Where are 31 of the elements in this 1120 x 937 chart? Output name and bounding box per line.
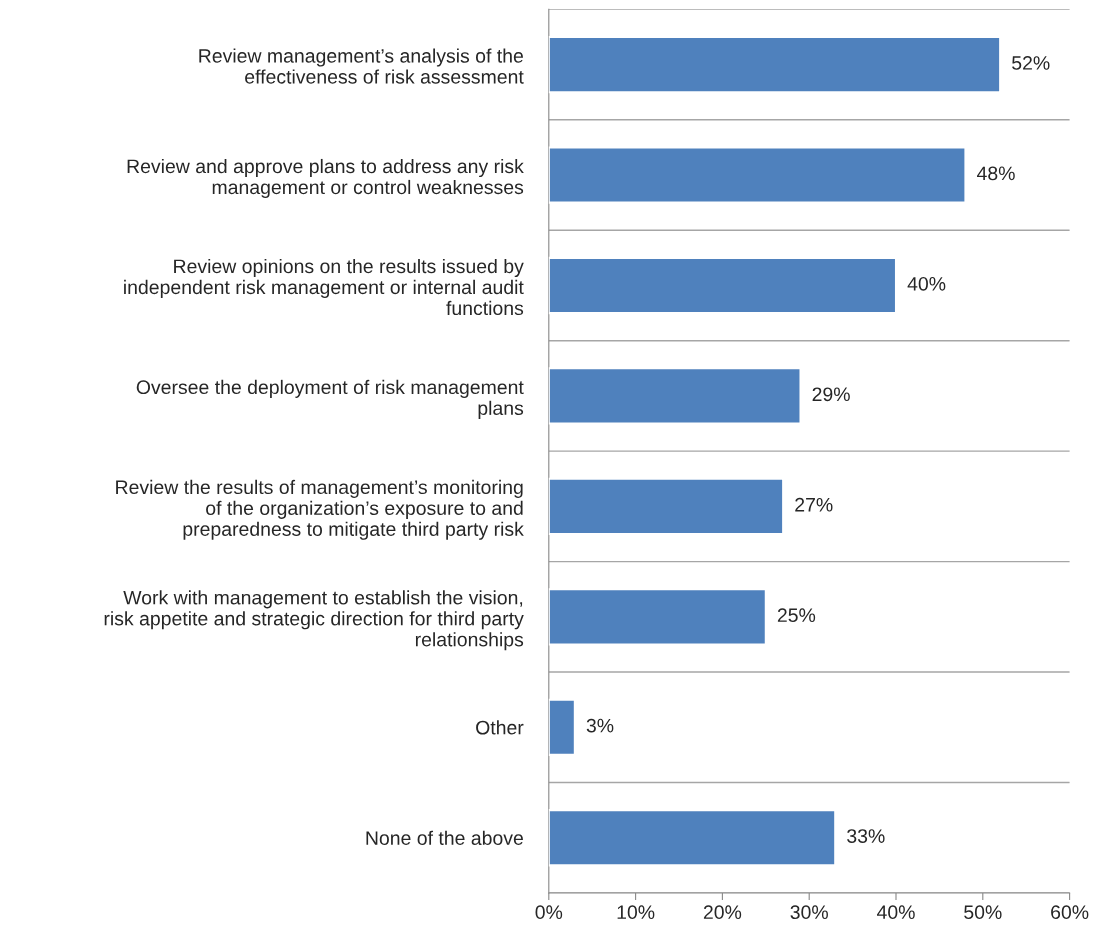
y-tick-label: Review opinions on the results issued by independent risk management or internal audit functions (124, 258, 524, 316)
x-tick-label: 20% (703, 905, 742, 920)
y-tick-label: Review and approve plans to address any risk management or control weaknesses (127, 158, 524, 198)
x-tick-label: 60% (1051, 905, 1089, 920)
data-label: 27% (795, 497, 833, 512)
x-tick-label: 50% (964, 905, 1002, 920)
x-tick-label: 10% (617, 905, 655, 920)
data-label: 52% (1012, 56, 1050, 70)
bar (548, 256, 898, 315)
y-tick-label: Review the results of management’s monitoring of the organization’s exposure to and preparedness to mitigate third party risk (116, 479, 524, 540)
y-tick-label: Review management’s analysis of the effectiveness of risk assessment (199, 48, 524, 84)
y-tick-label: None of the above (366, 830, 523, 845)
bar (548, 698, 576, 756)
bar (548, 146, 967, 204)
data-label: 33% (847, 829, 885, 843)
data-label: 40% (907, 276, 946, 291)
bar (548, 588, 767, 646)
bar (548, 809, 837, 867)
data-label: 3% (586, 718, 614, 733)
data-label: 29% (812, 387, 850, 402)
data-label: 25% (777, 608, 816, 623)
y-tick-label: Other (476, 720, 524, 735)
data-label: 48% (977, 166, 1015, 181)
x-tick-label: 40% (876, 905, 915, 920)
y-tick-label: Oversee the deployment of risk management plans (136, 379, 524, 419)
bar (548, 367, 802, 425)
y-tick-label: Work with management to establish the vision, risk appetite and strategic direction for third party relationships (104, 590, 524, 651)
bar (548, 477, 785, 536)
bar (548, 35, 1002, 94)
x-tick-label: 30% (790, 905, 828, 920)
x-tick-label: 0% (535, 905, 563, 920)
